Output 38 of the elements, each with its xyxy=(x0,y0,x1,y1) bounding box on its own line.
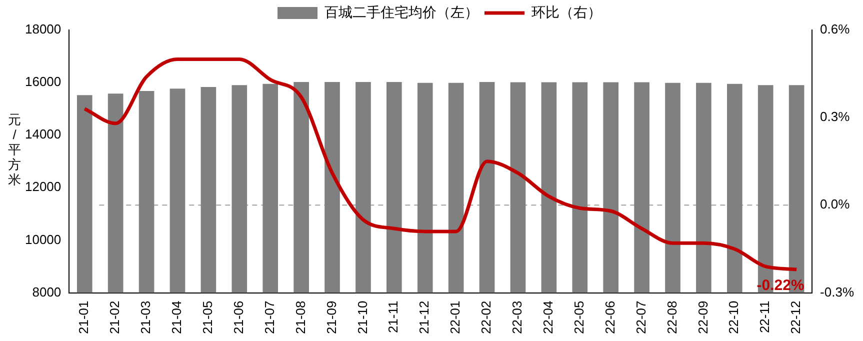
x-tick-label: 22-11 xyxy=(757,300,772,334)
y2-tick-label: 0.0% xyxy=(820,196,850,212)
x-tick-label: 22-02 xyxy=(478,300,494,334)
x-tick-label: 21-12 xyxy=(416,300,432,334)
x-tick-label: 22-08 xyxy=(664,300,680,334)
y-axis-title: 元/平方米 xyxy=(8,112,21,187)
y2-tick-label: 0.6% xyxy=(820,22,850,37)
x-tick-label: 21-10 xyxy=(354,300,370,334)
legend-label: 环比（右） xyxy=(532,4,602,20)
x-tick-label: 22-09 xyxy=(695,300,710,334)
y2-tick-label: -0.3% xyxy=(820,284,854,300)
y-tick-label: 8000 xyxy=(32,284,62,300)
x-tick-label: 22-06 xyxy=(602,300,618,334)
x-tick-label: 21-03 xyxy=(138,300,154,334)
x-tick-label: 22-07 xyxy=(633,300,648,334)
x-tick-label: 21-06 xyxy=(230,300,246,334)
y-tick-label: 18000 xyxy=(24,22,62,37)
y2-tick-label: 0.3% xyxy=(820,109,850,124)
x-tick-label: 21-11 xyxy=(386,300,401,334)
x-tick-label: 21-09 xyxy=(324,300,339,334)
x-tick-label: 22-01 xyxy=(448,300,463,334)
x-tick-label: 22-03 xyxy=(510,300,525,334)
x-tick-label: 22-05 xyxy=(571,300,586,334)
x-tick-label: 21-02 xyxy=(107,300,122,334)
x-tick-label: 22-04 xyxy=(540,300,556,334)
line-series xyxy=(82,57,798,272)
y-tick-label: 16000 xyxy=(24,74,62,90)
y-tick-label: 10000 xyxy=(24,232,62,247)
x-tick-label: 22-10 xyxy=(726,300,742,334)
x-tick-label: 21-01 xyxy=(76,300,92,334)
x-tick-label: 22-12 xyxy=(788,300,804,334)
x-tick-label: 21-08 xyxy=(292,300,308,334)
x-tick-label: 21-04 xyxy=(169,300,184,334)
legend-label: 百城二手住宅均价（左） xyxy=(324,4,478,20)
x-tick-label: 21-05 xyxy=(200,300,216,334)
x-tick-label: 21-07 xyxy=(262,300,277,334)
y-tick-label: 12000 xyxy=(24,179,62,194)
y-tick-label: 14000 xyxy=(24,126,62,142)
